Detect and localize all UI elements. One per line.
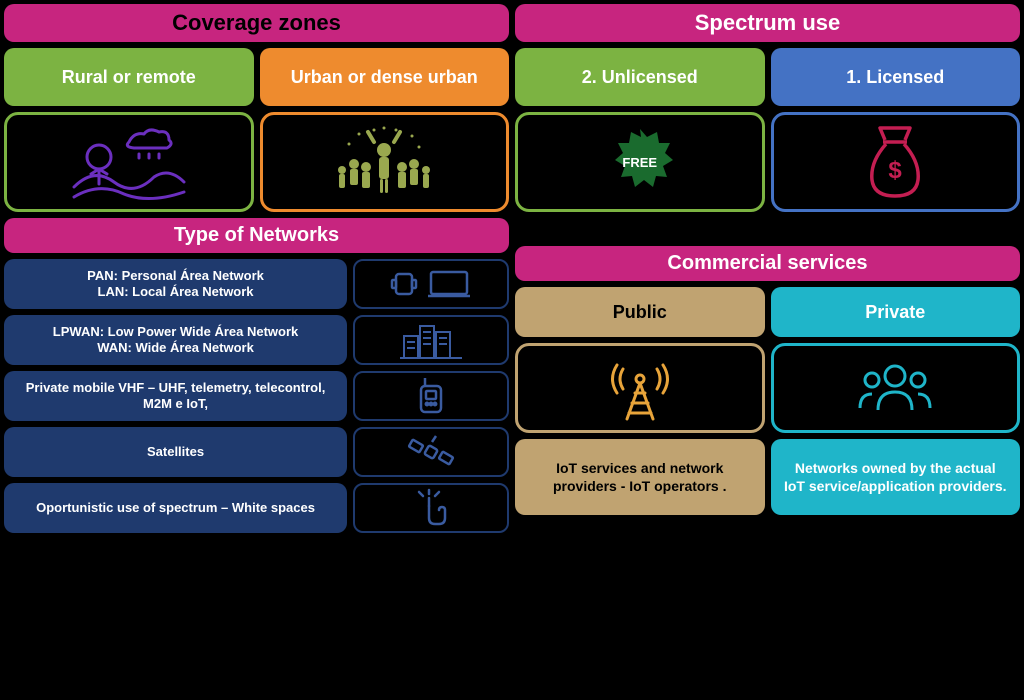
rural-icon-box: [4, 112, 254, 212]
network-label-1: PAN: Personal Área Network LAN: Local Ár…: [4, 259, 347, 309]
network-label-3: Private mobile VHF – UHF, telemetry, tel…: [4, 371, 347, 421]
network-row-4: Satellites: [4, 427, 509, 477]
network-label-5: Oportunistic use of spectrum – White spa…: [4, 483, 347, 533]
left-column: Coverage zones Rural or remote Urban or …: [4, 4, 509, 696]
commercial-header: Commercial services: [515, 246, 1020, 281]
public-box: Public: [515, 287, 765, 337]
free-label: FREE: [622, 155, 657, 170]
network-row-1: PAN: Personal Área Network LAN: Local Ár…: [4, 259, 509, 309]
urban-box: Urban or dense urban: [260, 48, 510, 106]
rural-box: Rural or remote: [4, 48, 254, 106]
devices-icon: [386, 264, 476, 304]
svg-text:$: $: [889, 157, 903, 184]
commercial-icon-row: [515, 343, 1020, 433]
network-row-3: Private mobile VHF – UHF, telemetry, tel…: [4, 371, 509, 421]
crowd-icon: [324, 122, 444, 202]
satellite-icon: [406, 432, 456, 472]
network-row-5: Oportunistic use of spectrum – White spa…: [4, 483, 509, 533]
public-icon-box: [515, 343, 765, 433]
antenna-icon: [605, 351, 675, 425]
radio-icon: [409, 374, 453, 418]
network-label-2: LPWAN: Low Power Wide Área Network WAN: …: [4, 315, 347, 365]
spectrum-header-label: Spectrum use: [695, 10, 841, 35]
urban-icon-box: [260, 112, 510, 212]
free-icon-box: FREE: [515, 112, 765, 212]
network-icon-5: [353, 483, 509, 533]
coverage-zones-label: Coverage zones: [172, 10, 341, 35]
urban-label: Urban or dense urban: [291, 67, 478, 88]
spectrum-icon-row: FREE $: [515, 112, 1020, 212]
touch-icon: [409, 488, 453, 528]
coverage-sub-row: Rural or remote Urban or dense urban: [4, 48, 509, 106]
unlicensed-label: 2. Unlicensed: [582, 67, 698, 88]
private-box: Private: [771, 287, 1021, 337]
private-desc: Networks owned by the actual IoT service…: [783, 459, 1009, 495]
spectrum-sub-row: 2. Unlicensed 1. Licensed: [515, 48, 1020, 106]
commercial-desc-row: IoT services and network providers - IoT…: [515, 439, 1020, 515]
network-icon-3: [353, 371, 509, 421]
coverage-icon-row: [4, 112, 509, 212]
network-label-4: Satellites: [4, 427, 347, 477]
commercial-header-label: Commercial services: [667, 252, 867, 274]
landscape-icon: [69, 122, 189, 202]
spacer: [515, 218, 1020, 240]
network-row-2: LPWAN: Low Power Wide Área Network WAN: …: [4, 315, 509, 365]
people-icon: [850, 356, 940, 420]
private-desc-box: Networks owned by the actual IoT service…: [771, 439, 1021, 515]
private-label: Private: [865, 302, 925, 323]
network-icon-1: [353, 259, 509, 309]
licensed-label: 1. Licensed: [846, 67, 944, 88]
public-desc-box: IoT services and network providers - IoT…: [515, 439, 765, 515]
networks-header: Type of Networks: [4, 218, 509, 253]
licensed-box: 1. Licensed: [771, 48, 1021, 106]
free-badge-icon: FREE: [605, 127, 675, 197]
unlicensed-box: 2. Unlicensed: [515, 48, 765, 106]
money-bag-icon: $: [860, 122, 930, 202]
rural-label: Rural or remote: [62, 67, 196, 88]
coverage-zones-header: Coverage zones: [4, 4, 509, 42]
commercial-sub-row: Public Private: [515, 287, 1020, 337]
network-icon-2: [353, 315, 509, 365]
network-icon-4: [353, 427, 509, 477]
public-desc: IoT services and network providers - IoT…: [527, 459, 753, 495]
spectrum-header: Spectrum use: [515, 4, 1020, 42]
private-icon-box: [771, 343, 1021, 433]
public-label: Public: [613, 302, 667, 323]
networks-header-label: Type of Networks: [174, 224, 339, 246]
money-icon-box: $: [771, 112, 1021, 212]
city-icon: [396, 318, 466, 362]
right-column: Spectrum use 2. Unlicensed 1. Licensed F…: [515, 4, 1020, 696]
